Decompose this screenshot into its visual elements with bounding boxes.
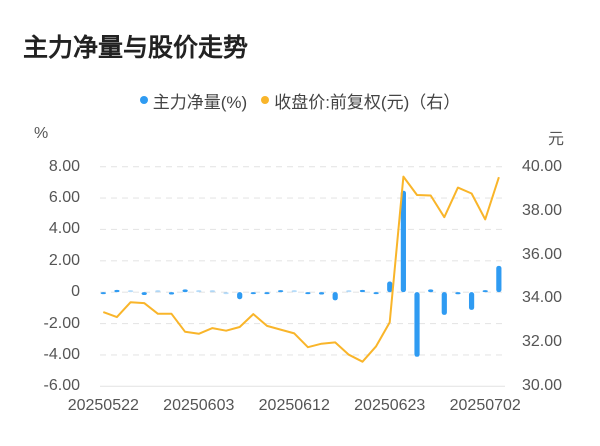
net-inflow-bar[interactable] <box>414 292 420 357</box>
left-axis-tick-label: 4.00 <box>48 220 80 238</box>
left-axis-tick-label: -2.00 <box>43 314 80 332</box>
net-inflow-bar[interactable] <box>332 292 338 301</box>
net-inflow-bar[interactable] <box>346 290 352 293</box>
net-inflow-bar[interactable] <box>264 292 270 295</box>
net-inflow-bar[interactable] <box>482 290 488 293</box>
x-axis-tick-label: 20250603 <box>163 397 235 414</box>
legend-label: 主力净量(%) <box>152 92 248 112</box>
right-axis-tick-label: 34.00 <box>522 289 563 307</box>
x-axis-tick-label: 20250623 <box>354 397 426 414</box>
right-axis-tick-label: 32.00 <box>522 333 563 351</box>
net-inflow-bar[interactable] <box>155 290 161 293</box>
net-inflow-bar[interactable] <box>250 292 256 295</box>
net-inflow-bars <box>100 190 502 357</box>
legend-label: 收盘价:前复权(元)（右） <box>274 92 461 112</box>
net-inflow-bar[interactable] <box>373 292 379 295</box>
net-inflow-bar[interactable] <box>237 292 243 300</box>
x-axis-tick-label: 20250612 <box>258 397 330 414</box>
gridlines <box>100 166 505 387</box>
x-axis-tick-label: 20250522 <box>67 397 139 414</box>
net-inflow-bar[interactable] <box>168 292 175 295</box>
net-inflow-bar[interactable] <box>278 290 284 293</box>
net-inflow-bar[interactable] <box>496 265 502 293</box>
left-axis-tick-label: 6.00 <box>48 189 80 207</box>
net-inflow-bar[interactable] <box>114 289 120 293</box>
net-inflow-bar[interactable] <box>100 292 106 295</box>
chart-legend: 主力净量(%) 收盘价:前复权(元)（右） <box>0 88 600 112</box>
legend-item-net-inflow[interactable]: 主力净量(%) <box>139 88 248 113</box>
left-axis-tick-label: -6.00 <box>43 377 80 395</box>
chart-title: 主力净量与股价走势 <box>23 34 249 62</box>
net-inflow-bar[interactable] <box>441 292 447 315</box>
net-inflow-bar[interactable] <box>468 292 475 310</box>
net-inflow-bar[interactable] <box>305 292 311 295</box>
net-inflow-bar[interactable] <box>455 292 461 295</box>
close-price-polyline[interactable] <box>102 175 500 363</box>
right-axis-tick-label: 36.00 <box>522 245 563 263</box>
net-inflow-bar[interactable] <box>182 289 188 293</box>
left-axis-tick-label: 8.00 <box>48 157 80 175</box>
net-inflow-bar[interactable] <box>209 290 216 293</box>
x-axis-tick-label: 20250702 <box>449 397 521 414</box>
net-inflow-bar[interactable] <box>318 292 325 295</box>
net-inflow-bar[interactable] <box>127 290 134 293</box>
net-inflow-bar[interactable] <box>196 290 202 293</box>
right-axis-unit: 元 <box>548 131 565 148</box>
left-axis-tick-label: -4.00 <box>43 345 80 363</box>
net-inflow-bar[interactable] <box>428 289 434 293</box>
net-inflow-bar[interactable] <box>359 289 366 293</box>
left-axis-unit: % <box>34 125 49 142</box>
circle-dot-icon <box>261 96 270 104</box>
net-inflow-bar[interactable] <box>387 281 393 293</box>
right-axis-tick-label: 40.00 <box>522 157 563 175</box>
left-axis-tick-label: 0 <box>71 283 80 301</box>
net-inflow-bar[interactable] <box>400 190 406 293</box>
circle-dot-icon <box>139 96 148 104</box>
close-price-line <box>102 175 500 363</box>
right-axis-tick-label: 38.00 <box>522 201 563 219</box>
left-axis-tick-label: 2.00 <box>48 251 80 269</box>
net-inflow-bar[interactable] <box>291 290 297 293</box>
right-axis-tick-label: 30.00 <box>522 377 563 395</box>
net-inflow-bar[interactable] <box>223 292 229 295</box>
legend-item-close-price[interactable]: 收盘价:前复权(元)（右） <box>261 88 460 113</box>
net-inflow-bar[interactable] <box>141 292 147 296</box>
